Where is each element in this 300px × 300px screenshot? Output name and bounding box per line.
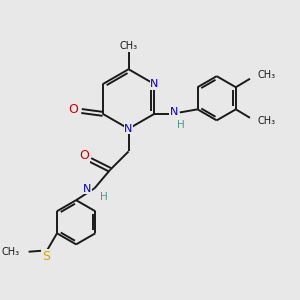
Text: S: S: [42, 250, 50, 263]
Text: N: N: [170, 107, 178, 117]
Text: N: N: [124, 124, 133, 134]
Text: O: O: [79, 149, 89, 162]
Text: O: O: [69, 103, 79, 116]
Text: CH₃: CH₃: [119, 41, 138, 51]
Text: CH₃: CH₃: [257, 70, 275, 80]
Text: CH₃: CH₃: [257, 116, 275, 126]
Text: N: N: [83, 184, 91, 194]
Text: CH₃: CH₃: [2, 247, 20, 257]
Text: H: H: [177, 120, 185, 130]
Text: H: H: [100, 192, 107, 202]
Text: N: N: [150, 79, 158, 89]
